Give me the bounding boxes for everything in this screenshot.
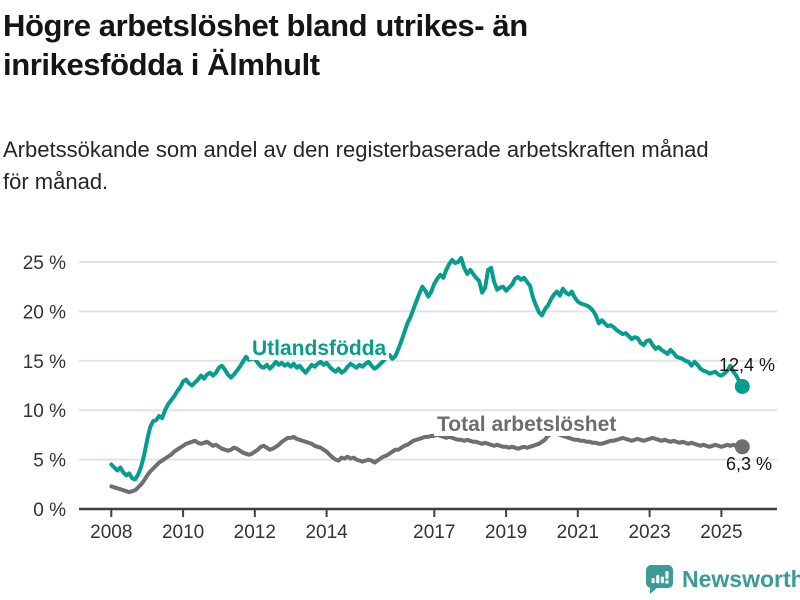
total-arbetsloshet-line: [109, 430, 745, 495]
y-axis-label: 25 %: [23, 253, 66, 274]
x-axis-label: 2017: [413, 522, 455, 543]
end-value-utlandsfodda: 12,4 %: [719, 355, 776, 375]
x-axis-label: 2019: [485, 522, 527, 543]
x-axis-label: 2021: [557, 522, 599, 543]
x-axis-label: 2010: [162, 522, 204, 543]
newsworthy-logo: Newsworthy: [645, 564, 800, 595]
series-end-dot: [734, 439, 750, 455]
x-axis-label: 2014: [305, 522, 348, 543]
x-axis-label: 2008: [90, 522, 132, 543]
end-value-total: 6,3 %: [726, 454, 773, 474]
y-axis-label: 20 %: [23, 302, 66, 323]
series-label-total-arbetsloshet: Total arbetslöshet: [434, 414, 620, 436]
y-axis-label: 5 %: [33, 451, 66, 472]
x-axis-label: 2012: [234, 522, 276, 543]
utlandsfodda-line: [109, 256, 745, 482]
y-axis-label: 0 %: [33, 500, 66, 521]
page-title: Högre arbetslöshet bland utrikes- än inr…: [3, 8, 528, 82]
x-axis-label: 2023: [628, 522, 670, 543]
x-axis-label: 2025: [700, 522, 742, 543]
newsworthy-bar-chart-bubble-icon: [646, 565, 673, 594]
y-axis-label: 15 %: [23, 352, 66, 373]
chart-subtitle: Arbetssökande som andel av den registerb…: [3, 137, 709, 194]
series-end-dot: [734, 379, 750, 394]
y-axis-label: 10 %: [23, 401, 66, 422]
series-label-utlandsfodda: Utlandsfödda: [249, 338, 390, 360]
brand-name: Newsworthy: [682, 566, 800, 592]
